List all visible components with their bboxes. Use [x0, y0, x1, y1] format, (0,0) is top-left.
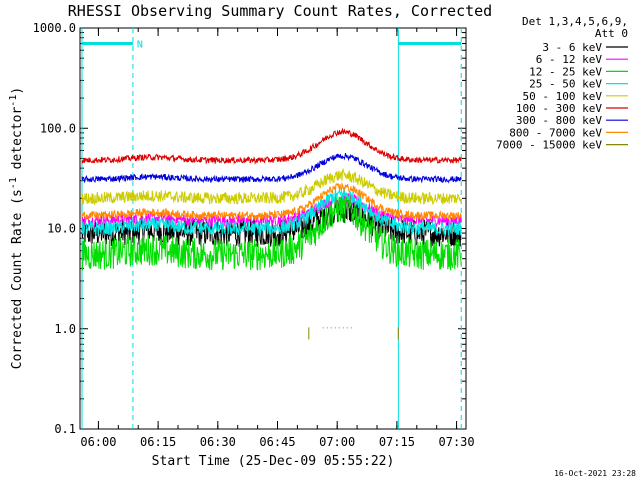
y-tick-label: 100.0	[40, 121, 76, 135]
legend-label-8: 7000 - 15000 keV	[496, 139, 602, 152]
legend-label-4: 50 - 100 keV	[523, 90, 603, 103]
x-tick-label: 07:30	[439, 435, 475, 449]
series-line-7	[81, 181, 462, 222]
x-tick-label: 06:45	[259, 435, 295, 449]
y-tick-label: 1.0	[54, 322, 76, 336]
series-line-6	[81, 152, 462, 184]
series-line-3	[81, 188, 462, 237]
legend-header-1: Det 1,3,4,5,6,9,	[522, 15, 628, 28]
series-line-4	[81, 167, 462, 206]
x-tick-label: 06:00	[80, 435, 116, 449]
y-tick-label: 1000.0	[33, 21, 76, 35]
legend-label-3: 25 - 50 keV	[529, 78, 602, 91]
series-line-2	[81, 193, 462, 271]
chart-title: RHESSI Observing Summary Count Rates, Co…	[68, 2, 492, 20]
y-tick-label: 0.1	[54, 422, 76, 436]
legend-label-5: 100 - 300 keV	[516, 102, 602, 115]
series-line-5	[81, 127, 462, 166]
x-tick-label: 07:15	[379, 435, 415, 449]
footer-timestamp: 16-Oct-2021 23:28	[554, 469, 636, 478]
x-tick-label: 07:00	[319, 435, 355, 449]
legend-label-0: 3 - 6 keV	[542, 41, 602, 54]
x-tick-label: 06:15	[140, 435, 176, 449]
legend-label-2: 12 - 25 keV	[529, 65, 602, 78]
legend-label-1: 6 - 12 keV	[536, 53, 603, 66]
legend-header-2: Att 0	[595, 27, 628, 40]
y-axis-label: Corrected Count Rate (s-1 detector-1)	[8, 87, 25, 369]
x-axis-label: Start Time (25-Dec-09 05:55:22)	[152, 454, 395, 469]
y-tick-label: 10.0	[47, 222, 76, 236]
x-tick-label: 06:30	[200, 435, 236, 449]
legend-label-7: 800 - 7000 keV	[509, 126, 602, 139]
night-bar-label: N	[137, 40, 143, 51]
legend-label-6: 300 - 800 keV	[516, 114, 602, 127]
